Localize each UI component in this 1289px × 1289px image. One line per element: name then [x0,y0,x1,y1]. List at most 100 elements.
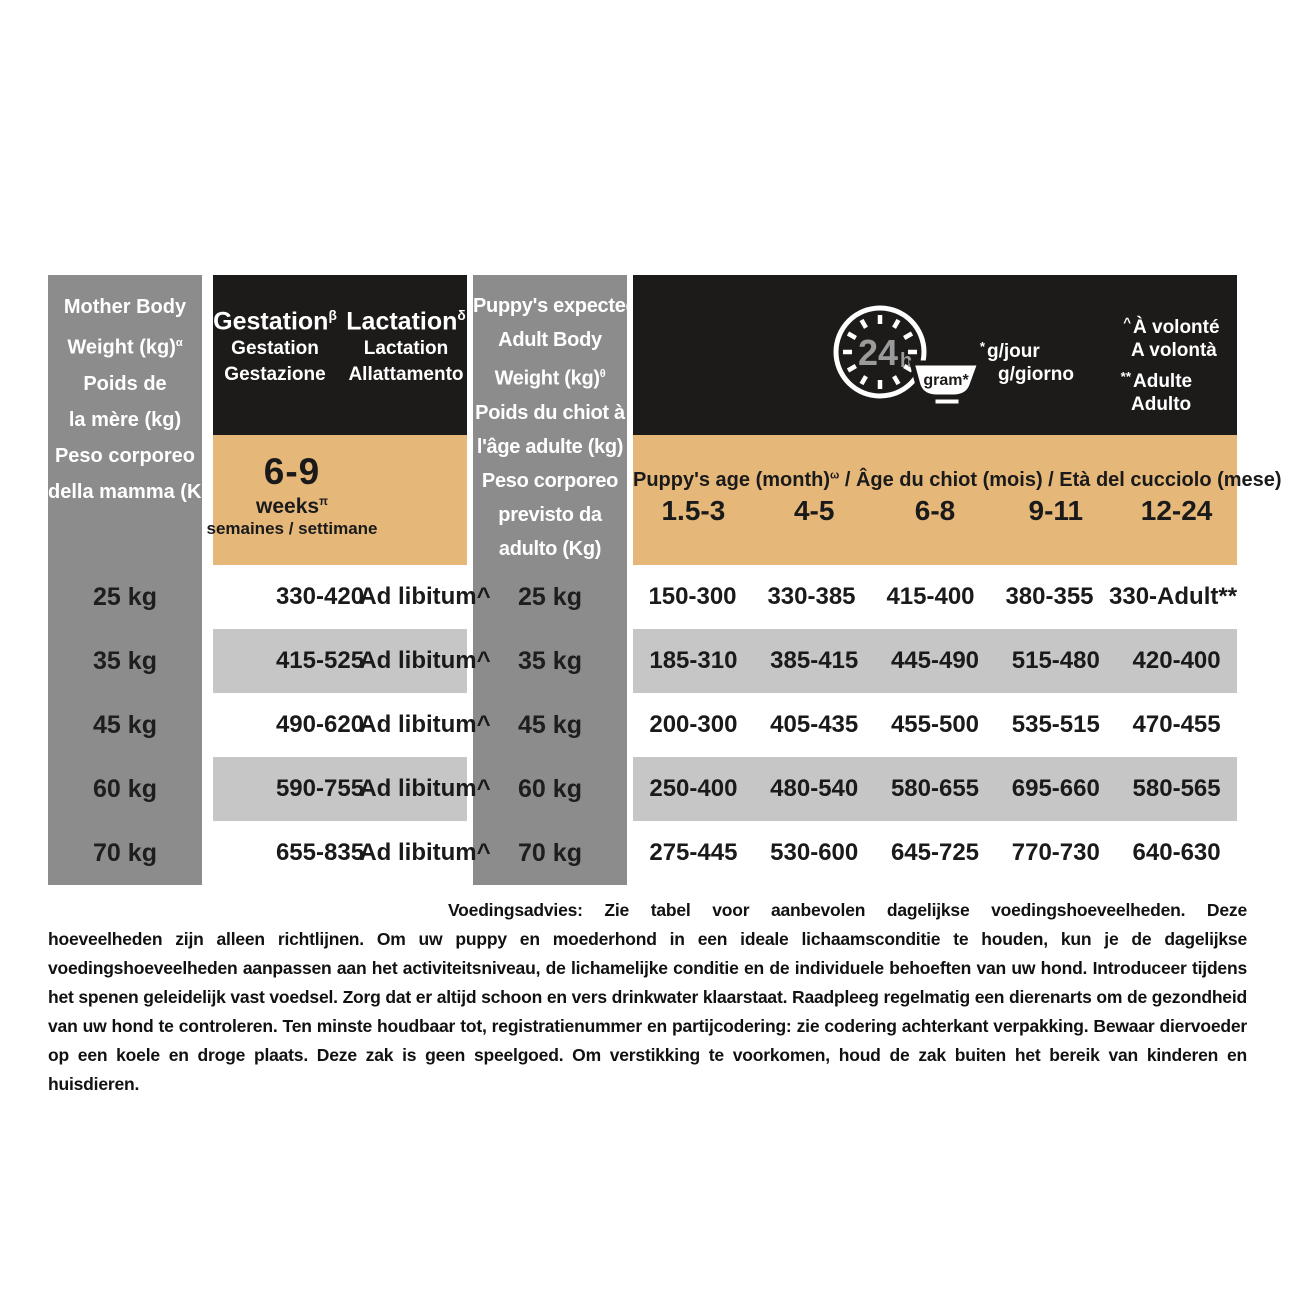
puppy-row: 275-445 530-600 645-725 770-730 640-630 [633,821,1237,885]
feeding-advice-paragraph: Voedingsadvies: Zie tabel voor aanbevole… [48,896,1247,1099]
feeding-amount: 515-480 [1011,647,1100,674]
weeks-band: 6-9 weeksπ semaines / settimane [206,435,467,565]
header-line: della mamma (Kg) [48,480,221,503]
mother-row: 330-420 Ad libitum^ [213,565,491,629]
header-line: l'âge adulte (kg) [476,435,624,458]
feeding-amount: 185-310 [649,647,738,674]
header-line: Puppy's expected [473,295,638,317]
mother-row: 655-835 Ad libitum^ [213,821,491,885]
grams-per-day-note: * g/jour g/giorno [979,339,1074,385]
feeding-amount: 770-730 [1011,839,1100,866]
header-line: la mère (kg) [68,408,182,431]
age-band: Puppy's age (month)ω / Âge du chiot (moi… [633,435,1282,565]
weight-label: 35 kg [93,646,157,675]
mother-weight-column: Mother Body Weight (kg)α Poids de la mère (… [48,275,221,885]
feeding-amount: 405-435 [770,711,859,738]
lactation-value: Ad libitum^ [359,839,491,866]
feeding-amount: 640-630 [1132,839,1221,866]
age-band-title: Puppy's age (month)ω / Âge du chiot (moi… [633,469,1282,491]
mother-value-rows: 330-420 Ad libitum^ 415-525 Ad libitum^ 490-… [213,565,491,885]
weight-label: 70 kg [518,838,582,867]
feeding-amount: 330-Adult** [1109,583,1238,610]
header-line: previsto da [498,503,602,526]
puppy-row: 250-400 480-540 580-655 695-660 580-565 [633,757,1237,821]
lactation-value: Ad libitum^ [359,775,491,802]
feeding-amount: 535-515 [1011,711,1100,738]
age-range-label: 1.5-3 [661,495,726,526]
feeding-amount: 455-500 [890,711,980,738]
mother-weight-header: Mother Body Weight (kg)α Poids de la mère (… [48,289,221,510]
header-line: Peso corporeo [54,444,196,467]
gestation-header: Gestationβ Gestation Gestazione [213,301,337,388]
legend-header: 24 h gram* * g/jour g/giorno ^ À volonté A… [633,275,1237,435]
feeding-amount: 385-415 [770,647,859,674]
feeding-amount: 530-600 [770,839,859,866]
age-range-label: 6-8 [914,495,956,526]
puppy-weight-column: Puppy's expected Adult Body Weight (kg)θ Po… [473,275,638,885]
feeding-amount: 645-725 [890,839,980,866]
feeding-amount: 275-445 [649,839,738,866]
gestation-lactation-header: Gestationβ Gestation Gestazione Lactatio… [213,275,467,435]
gestation-value: 590-755 [275,775,365,802]
header-line: Poids du chiot à [475,401,625,424]
weight-label: 60 kg [518,774,582,803]
feeding-amount: 445-490 [890,647,980,674]
lactation-subtitle-it: Allattamento [348,364,464,386]
puppy-row: 185-310 385-415 445-490 515-480 420-400 [633,629,1237,693]
feeding-amount: 695-660 [1011,775,1100,802]
weight-label: 60 kg [93,774,157,803]
feeding-amount: 250-400 [649,775,738,802]
feeding-amount: 150-300 [648,583,737,610]
adult-note: ** Adulte Adulto [1120,369,1193,415]
weeks-band-text: 6-9 weeksπ semaines / settimane [206,453,377,540]
header-line: Weight (kg)α [67,336,183,359]
mother-row: 590-755 Ad libitum^ [213,757,491,821]
lactation-header: Lactationδ Lactation Allattamento [346,301,465,388]
lactation-title: Lactationδ [346,307,466,336]
header-line: Poids de [83,372,167,395]
stripe-row-4-right [633,757,1237,821]
gestation-subtitle-fr: Gestation [231,338,319,360]
feeding-amount: 480-540 [770,775,859,802]
feeding-amount: 330-385 [767,583,856,610]
puppy-weight-rows: 25 kg 35 kg 45 kg 60 kg 70 kg [473,565,627,885]
weeks-subtitle: semaines / settimane [206,519,378,538]
puppy-row: 150-300 330-385 415-400 380-355 330-Adult** [633,565,1237,629]
age-range-label: 9-11 [1028,495,1084,526]
feeding-advice-label: Voedingsadvies: [448,900,583,920]
header-line: Mother Body [63,296,187,318]
stripe-row-2-mid [213,629,467,693]
lactation-value: Ad libitum^ [359,583,491,610]
feeding-amount: 415-400 [886,583,975,610]
feeding-amount: 470-455 [1132,711,1221,738]
age-range-label: 12-24 [1140,495,1213,526]
weight-label: 70 kg [93,838,157,867]
weeks-range: 6-9 [263,451,321,492]
stripe-row-2-right [633,629,1237,693]
bowl-icon: gram* [908,360,984,407]
gestation-value: 330-420 [275,583,365,610]
header-line: Adult Body [498,329,602,351]
weight-label: 45 kg [518,710,582,739]
weight-label: 25 kg [518,582,582,611]
weeks-unit: weeksπ [256,495,328,518]
gestation-value: 490-620 [275,711,365,738]
lactation-value: Ad libitum^ [359,647,491,674]
feeding-amount: 580-565 [1132,775,1221,802]
svg-text:24: 24 [858,332,898,373]
gestation-value: 415-525 [275,647,365,674]
feeding-amount: 200-300 [649,711,738,738]
header-line: Weight (kg)θ [494,367,606,390]
header-line: adulto (Kg) [498,537,602,560]
puppy-value-rows: 150-300 330-385 415-400 380-355 330-Adult** 1… [633,565,1237,885]
gestation-value: 655-835 [275,839,365,866]
clock-24h-icon: 24 h gram* [833,305,984,407]
feeding-amount: 380-355 [1005,583,1094,610]
feeding-advice-text: Zie tabel voor aanbevolen dagelijkse voe… [48,900,1247,1094]
gestation-title: Gestationβ [213,307,337,336]
mother-weight-rows: 25 kg 35 kg 45 kg 60 kg 70 kg [48,565,202,885]
svg-text:gram*: gram* [923,372,969,389]
ad-libitum-note: ^ À volonté A volontà [1123,315,1220,361]
lactation-subtitle-fr: Lactation [363,338,449,360]
gestation-subtitle-it: Gestazione [224,364,326,386]
